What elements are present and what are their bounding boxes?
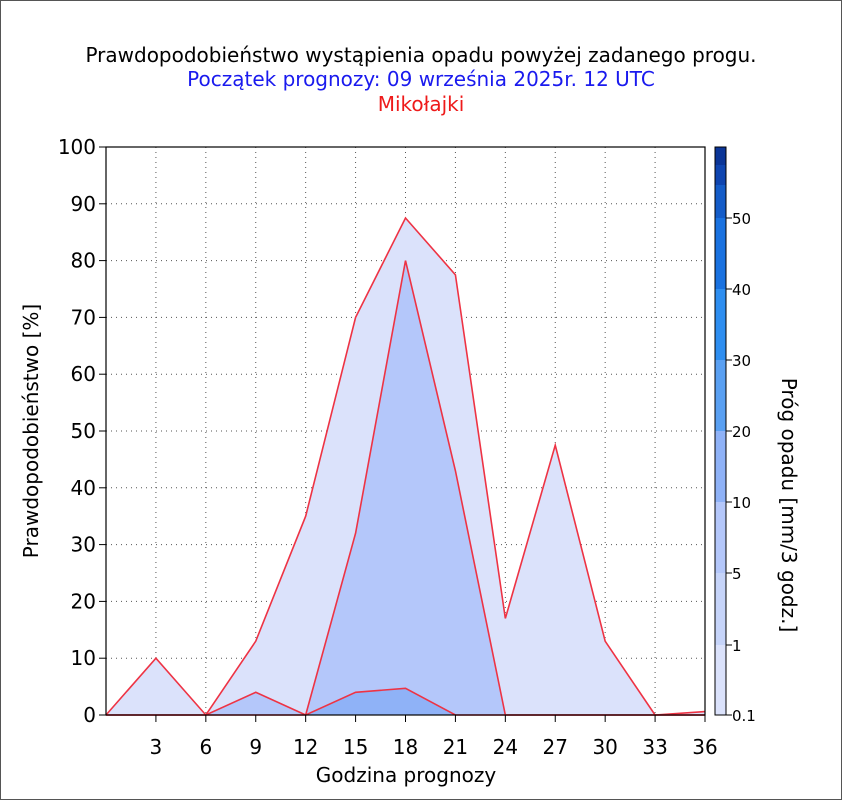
colorbar-label: Próg opadu [mm/3 godz.] xyxy=(777,378,801,633)
colorbar-segment xyxy=(715,360,726,431)
y-tick-label: 60 xyxy=(71,362,96,386)
y-tick-label: 80 xyxy=(71,249,96,273)
x-tick-label: 12 xyxy=(293,735,318,759)
y-tick-label: 50 xyxy=(71,419,96,443)
y-tick-label: 40 xyxy=(71,476,96,500)
y-tick-label: 0 xyxy=(83,703,96,727)
x-tick-label: 18 xyxy=(393,735,418,759)
y-tick-label: 10 xyxy=(71,646,96,670)
y-tick-label: 70 xyxy=(71,305,96,329)
y-tick-label: 100 xyxy=(58,135,96,159)
y-axis-label: Prawdopodobieństwo [%] xyxy=(19,304,43,558)
threshold-colorbar: 0.1 1 5 10 20 30 40 50 xyxy=(714,146,756,725)
x-tick-label: 36 xyxy=(692,735,717,759)
colorbar-tick-label: 40 xyxy=(732,281,751,299)
colorbar-segment xyxy=(715,147,726,165)
x-tick-label: 15 xyxy=(343,735,368,759)
x-axis-label: Godzina prognozy xyxy=(316,763,497,787)
colorbar-tick-label: 10 xyxy=(732,494,751,512)
x-tick-label: 9 xyxy=(249,735,262,759)
colorbar-tick-label: 5 xyxy=(732,565,742,583)
y-tick-label: 90 xyxy=(71,192,96,216)
x-tick-label: 24 xyxy=(493,735,518,759)
colorbar-segment xyxy=(715,289,726,360)
x-tick-label: 6 xyxy=(199,735,212,759)
location-name: Mikołajki xyxy=(377,92,465,116)
forecast-start-subtitle: Początek prognozy: 09 września 2025r. 12… xyxy=(187,67,655,91)
area-threshold-5 xyxy=(106,688,705,715)
x-tick-label: 33 xyxy=(642,735,667,759)
x-tick-label: 3 xyxy=(150,735,163,759)
chart-title: Prawdopodobieństwo wystąpienia opadu pow… xyxy=(85,43,757,67)
x-tick-label: 21 xyxy=(443,735,468,759)
x-tick-label: 30 xyxy=(592,735,617,759)
area-threshold-1 xyxy=(106,260,705,715)
x-axis-ticks: 3 6 9 12 15 18 21 24 27 30 33 36 xyxy=(150,715,718,759)
x-tick-label: 27 xyxy=(543,735,568,759)
colorbar-tick-label: 0.1 xyxy=(732,707,756,725)
colorbar-tick-label: 50 xyxy=(732,210,751,228)
colorbar-segment xyxy=(715,431,726,502)
colorbar-tick-label: 1 xyxy=(732,637,742,655)
colorbar-segment xyxy=(715,218,726,289)
colorbar-tick-label: 20 xyxy=(732,423,751,441)
y-tick-label: 20 xyxy=(71,589,96,613)
colorbar-segment xyxy=(715,165,726,185)
colorbar-segment xyxy=(715,502,726,573)
colorbar-segment xyxy=(715,573,726,645)
y-axis-ticks: 0 10 20 30 40 50 60 70 80 90 100 xyxy=(58,135,106,727)
y-tick-label: 30 xyxy=(71,533,96,557)
colorbar-tick-label: 30 xyxy=(732,352,751,370)
colorbar-segment xyxy=(715,185,726,218)
colorbar-segment xyxy=(715,645,726,715)
